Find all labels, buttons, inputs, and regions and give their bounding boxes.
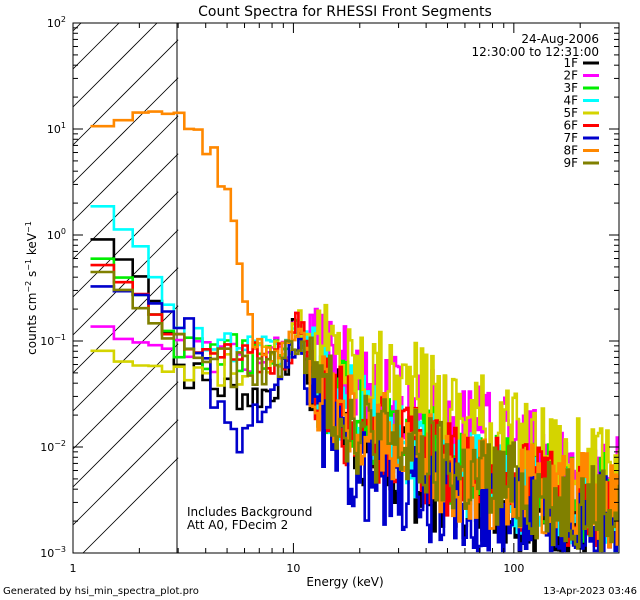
series-line xyxy=(90,270,619,553)
y-tick-label: 10−3 xyxy=(40,545,66,560)
annotation-attenuator: Att A0, FDecim 2 xyxy=(187,518,288,532)
axis-ticks xyxy=(72,22,620,554)
series-9F xyxy=(90,270,619,553)
legend: 24-Aug-2006 12:30:00 to 12:31:00 1F2F3F4… xyxy=(472,32,599,170)
chart-title: Count Spectra for RHESSI Front Segments xyxy=(198,4,492,20)
hatch-line xyxy=(73,39,179,146)
y-tick-label: 102 xyxy=(47,15,66,30)
legend-item: 1F xyxy=(563,56,599,70)
legend-item: 3F xyxy=(563,81,599,95)
annotation-background: Includes Background xyxy=(187,505,312,519)
legend-label: 9F xyxy=(563,156,578,170)
legend-date: 24-Aug-2006 xyxy=(521,32,599,46)
legend-item: 4F xyxy=(563,94,599,108)
footer-timestamp: 13-Apr-2023 03:46 xyxy=(543,586,637,597)
hatch-line xyxy=(82,457,179,553)
legend-label: 1F xyxy=(563,56,578,70)
legend-item: 2F xyxy=(563,69,599,83)
hatch-line xyxy=(73,191,179,298)
x-tick-label: 100 xyxy=(503,562,524,575)
hatch-line xyxy=(73,267,179,374)
hatch-line xyxy=(73,419,179,526)
hatch-line xyxy=(73,153,179,260)
x-tick-label: 10 xyxy=(286,562,300,575)
hatched-region xyxy=(73,23,179,553)
legend-item: 5F xyxy=(563,106,599,120)
y-tick-label: 10−2 xyxy=(40,439,66,454)
hatch-line xyxy=(73,77,179,184)
hatch-line xyxy=(73,343,179,450)
hatch-line xyxy=(73,381,179,488)
hatch-line xyxy=(73,23,82,32)
x-tick-label: 1 xyxy=(70,562,77,575)
y-tick-labels: 10−3 10−2 10−1 100 101 102 xyxy=(40,15,66,560)
hatch-line xyxy=(73,23,158,108)
legend-item: 6F xyxy=(563,119,599,133)
hatch-line xyxy=(73,115,179,222)
legend-item: 8F xyxy=(563,144,599,158)
plot-frame xyxy=(72,22,620,554)
legend-item: 7F xyxy=(563,131,599,145)
legend-label: 3F xyxy=(563,81,578,95)
legend-label: 4F xyxy=(563,94,578,108)
hatch-line xyxy=(73,23,120,70)
legend-label: 7F xyxy=(563,131,578,145)
y-axis-label: counts cm−2 s−1 keV−1 xyxy=(24,221,39,355)
legend-label: 2F xyxy=(563,69,578,83)
legend-time-range: 12:30:00 to 12:31:00 xyxy=(472,45,599,59)
legend-label: 8F xyxy=(563,144,578,158)
y-tick-label: 101 xyxy=(47,121,66,136)
x-axis-label: Energy (keV) xyxy=(306,575,383,589)
y-tick-label: 10−1 xyxy=(40,333,66,348)
x-tick-labels: 1 10 100 xyxy=(70,562,525,575)
series-layer xyxy=(90,110,619,553)
y-tick-label: 100 xyxy=(47,227,66,242)
footer-generated-by: Generated by hsi_min_spectra_plot.pro xyxy=(3,586,199,597)
legend-item: 9F xyxy=(563,156,599,170)
legend-label: 5F xyxy=(563,106,578,120)
legend-label: 6F xyxy=(563,119,578,133)
